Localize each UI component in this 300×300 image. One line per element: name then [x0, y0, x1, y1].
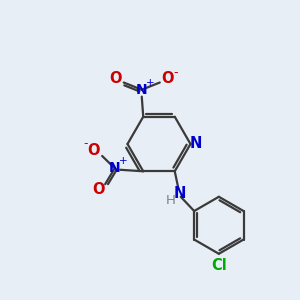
Text: +: +	[146, 78, 154, 88]
Text: -: -	[83, 137, 88, 151]
Text: Cl: Cl	[211, 258, 227, 273]
Text: O: O	[162, 70, 174, 86]
Text: N: N	[190, 136, 202, 152]
Text: +: +	[118, 156, 127, 167]
Text: -: -	[174, 66, 178, 80]
Text: O: O	[88, 143, 100, 158]
Text: N: N	[109, 161, 121, 175]
Text: N: N	[174, 186, 186, 201]
Text: H: H	[166, 194, 176, 207]
Text: O: O	[110, 70, 122, 86]
Text: N: N	[136, 83, 148, 97]
Text: O: O	[92, 182, 105, 197]
